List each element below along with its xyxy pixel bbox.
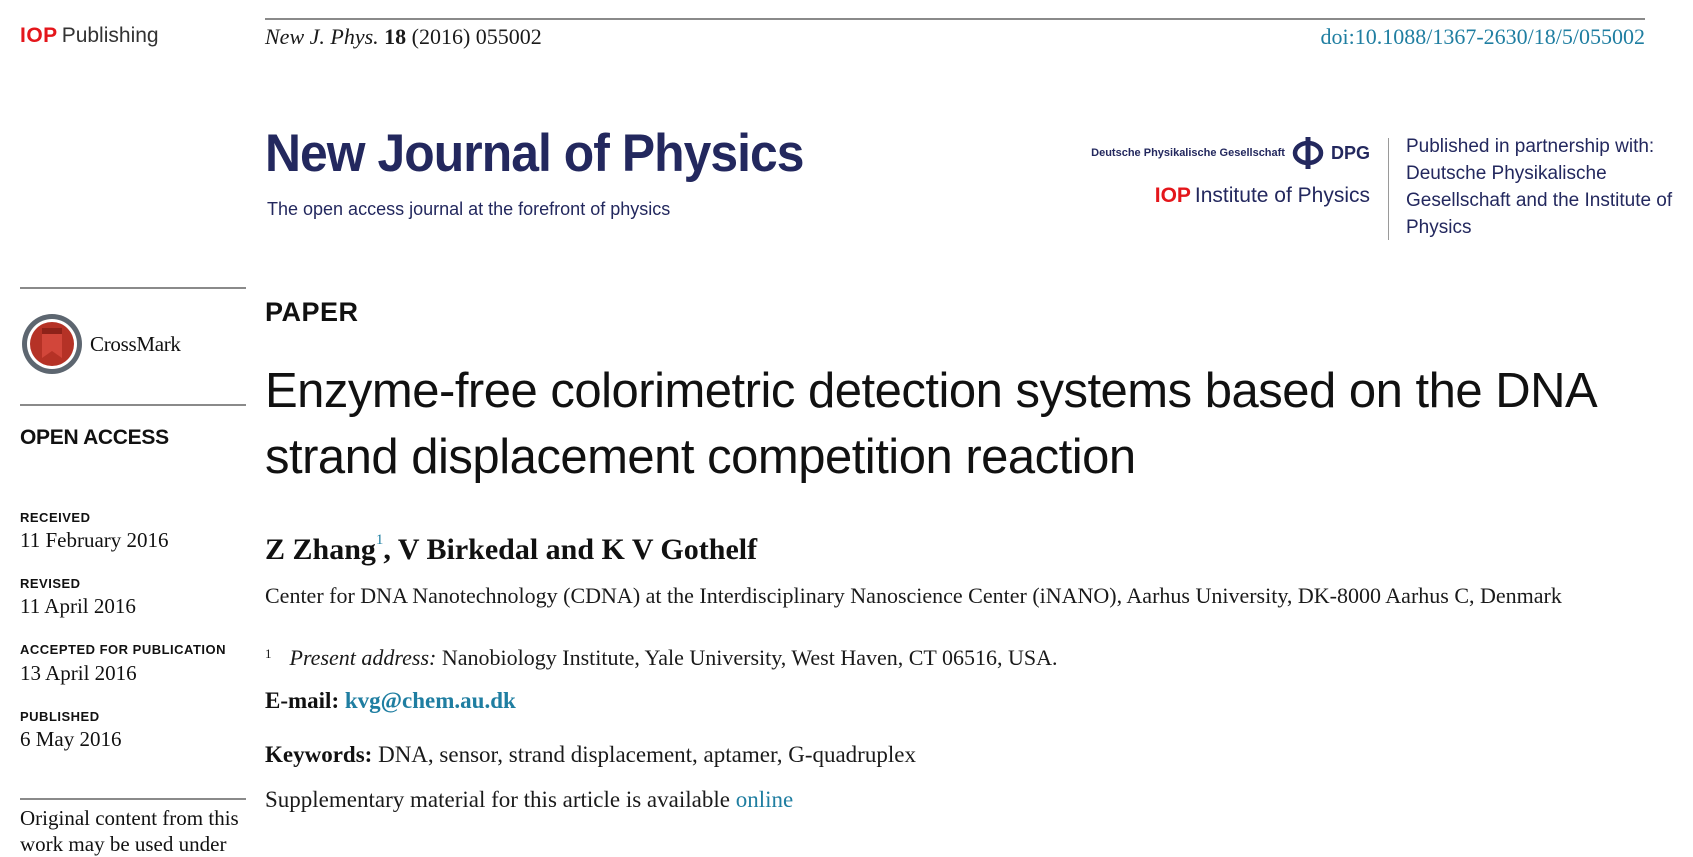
email-line: E-mail: kvg@chem.au.dk [265, 688, 516, 714]
dpg-abbreviation: DPG [1330, 142, 1370, 163]
citation-volume: 18 [384, 24, 407, 49]
footnote: 1 Present address: Nanobiology Institute,… [265, 645, 1057, 671]
citation-year-article: (2016) 055002 [411, 24, 542, 49]
published-label: PUBLISHED [20, 709, 100, 724]
partnership-text: Published in partnership with: Deutsche … [1406, 136, 1673, 238]
received-label: RECEIVED [20, 510, 91, 525]
footnote-label: Present address: [289, 645, 437, 670]
article-type: PAPER [265, 297, 359, 327]
article-title: Enzyme-free colorimetric detection syste… [265, 364, 1595, 484]
crossmark-label: CrossMark [90, 331, 181, 356]
received-date: 11 February 2016 [20, 528, 169, 552]
revised-date: 11 April 2016 [20, 594, 136, 618]
open-access-label: OPEN ACCESS [20, 426, 169, 449]
keywords-line: Keywords: DNA, sensor, strand displaceme… [265, 742, 916, 768]
sidebar-rule [20, 798, 246, 800]
keywords-label: Keywords: [265, 742, 373, 767]
email-label: E-mail: [265, 688, 340, 713]
institute-of-physics-word: Institute of Physics [1194, 184, 1370, 207]
header-rule [265, 18, 1645, 20]
publishing-word: Publishing [61, 24, 159, 47]
sidebar-rule [20, 287, 246, 289]
supplementary-online-link[interactable]: online [735, 787, 794, 812]
accepted-date: 13 April 2016 [20, 661, 137, 685]
author-first: Z Zhang [265, 533, 376, 566]
phi-icon [1292, 137, 1324, 169]
citation: New J. Phys. 18 (2016) 055002 [265, 24, 542, 50]
supplementary-text: Supplementary material for this article … [265, 787, 736, 812]
footnote-text: Nanobiology Institute, Yale University, … [436, 645, 1058, 670]
author-footnote-ref[interactable]: 1 [375, 532, 384, 548]
accepted-label: ACCEPTED FOR PUBLICATION [20, 642, 227, 657]
doi-link[interactable]: doi:10.1088/1367-2630/18/5/055002 [1320, 24, 1646, 49]
license-text: Original content from this work may be u… [20, 806, 239, 856]
supplementary-line: Supplementary material for this article … [265, 787, 793, 813]
author-list: Z Zhang1, V Birkedal and K V Gothelf [265, 532, 758, 567]
iop-institute-logo[interactable]: IOP Institute of Physics [1155, 184, 1370, 208]
dpg-logo[interactable]: Deutsche Physikalische Gesellschaft DPG [1091, 136, 1370, 170]
citation-journal: New J. Phys. [265, 24, 379, 49]
keywords-value: DNA, sensor, strand displacement, aptame… [372, 742, 916, 767]
partner-divider [1388, 138, 1389, 240]
sidebar-rule [20, 404, 246, 406]
iop-institute-brand: IOP [1154, 184, 1191, 207]
published-date: 6 May 2016 [20, 727, 122, 751]
iop-publishing-logo[interactable]: IOP Publishing [20, 24, 159, 48]
journal-tagline: The open access journal at the forefront… [267, 199, 671, 219]
affiliation: Center for DNA Nanotechnology (CDNA) at … [265, 583, 1562, 608]
journal-name[interactable]: New Journal of Physics [265, 124, 805, 183]
crossmark-badge[interactable]: CrossMark [20, 312, 181, 376]
footnote-mark: 1 [265, 646, 272, 661]
dpg-full-name: Deutsche Physikalische Gesellschaft [1091, 147, 1285, 159]
crossmark-icon [22, 314, 82, 374]
author-rest: , V Birkedal and K V Gothelf [383, 533, 758, 566]
email-link[interactable]: kvg@chem.au.dk [344, 688, 516, 713]
iop-brand: IOP [20, 24, 58, 47]
revised-label: REVISED [20, 576, 81, 591]
